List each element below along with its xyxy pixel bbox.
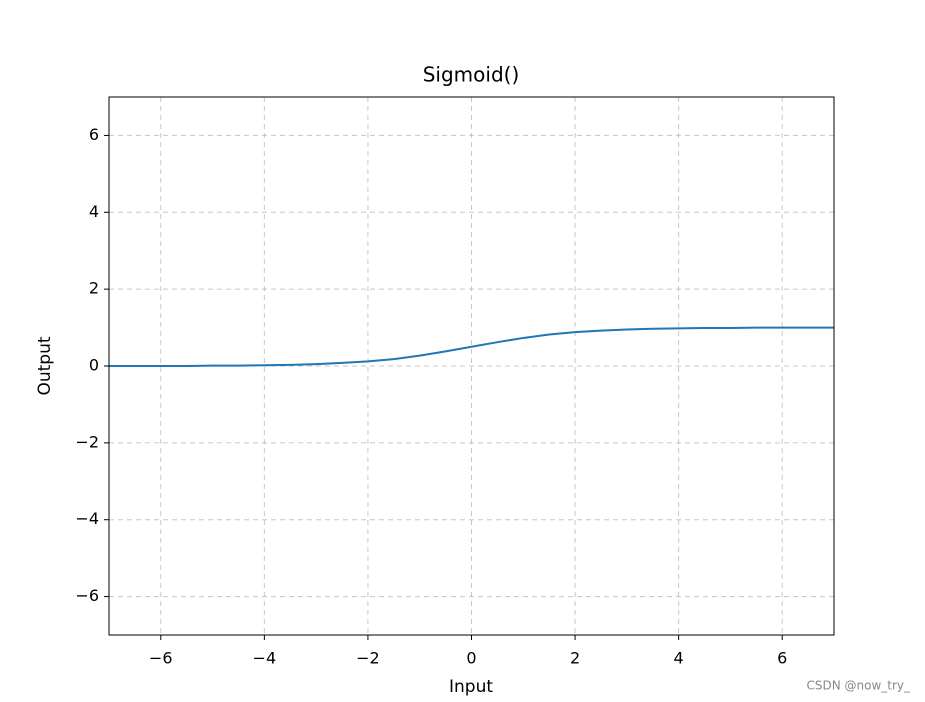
watermark: CSDN @now_try_ [806, 679, 911, 693]
y-tick-label: 4 [89, 202, 99, 221]
y-tick-label: −2 [75, 432, 99, 451]
plot-frame [108, 96, 835, 636]
y-tick-label: 0 [89, 356, 99, 375]
x-tick-label: −4 [253, 649, 277, 668]
line-series [109, 326, 834, 367]
y-tick-label: −4 [75, 509, 99, 528]
y-tick-label: −6 [75, 586, 99, 605]
x-tick-label: 2 [570, 649, 580, 668]
y-axis-label: Output [35, 336, 55, 395]
x-tick-label: 4 [674, 649, 684, 668]
x-tick-label: −6 [149, 649, 173, 668]
x-tick-label: 6 [777, 649, 787, 668]
y-tick-label: 6 [89, 125, 99, 144]
chart-title: Sigmoid() [423, 63, 520, 87]
x-axis-label: Input [449, 677, 493, 697]
x-tick-label: 0 [466, 649, 476, 668]
y-tick-label: 2 [89, 279, 99, 298]
x-tick-label: −2 [356, 649, 380, 668]
